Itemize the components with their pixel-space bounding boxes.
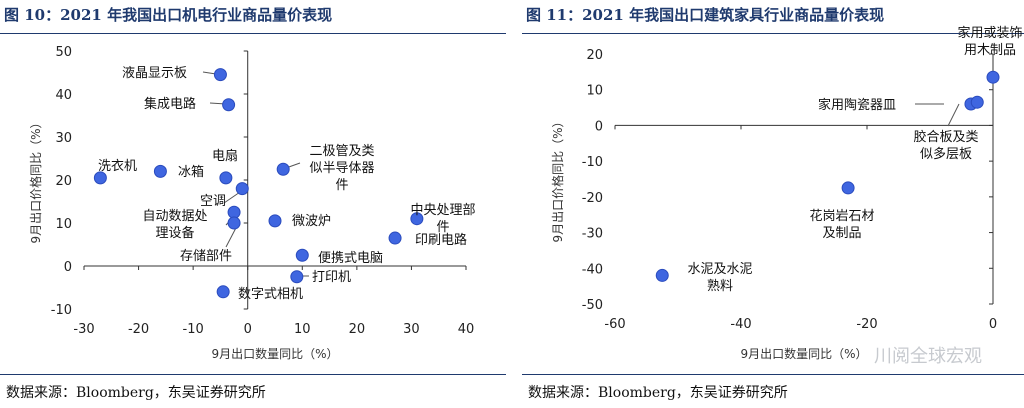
x-axis-label: 9月出口数量同比（%） [211,346,338,361]
x-tick-label: -40 [730,317,751,332]
y-tick-label: -40 [582,262,603,277]
x-tick-label: 30 [403,322,420,337]
scatter-plot-right: -60 -40 -20 0 -50 -40 -30 -20 -10 0 10 20 9月出口数量同比（%… [550,25,1023,361]
source-note: 数据来源：Bloomberg，东吴证券研究所 [528,385,788,401]
x-tick-label: 40 [458,322,475,337]
data-point [227,216,241,230]
y-tick-label: -20 [582,191,603,206]
source-note: 数据来源：Bloomberg，东吴证券研究所 [6,385,266,401]
data-point [276,162,290,176]
point-label: 洗衣机 [98,158,137,174]
y-tick-label: 0 [64,260,72,275]
y-axis-label: 9月出口价格同比（%） [550,115,565,242]
right-chart-panel: 图 11：2021 年我国出口建筑家具行业商品量价表现 -60 -40 -20 0 -5… [522,0,1024,408]
x-axis-label: 9月出口数量同比（%） [740,346,867,361]
point-label: 件 [436,220,449,235]
data-point [153,164,167,178]
point-label: 集成电路 [144,96,196,112]
y-tick-label: 50 [55,45,72,60]
data-point [213,68,227,82]
point-label: 花岗岩石材 [809,208,874,224]
point-label: 理设备 [155,225,194,241]
point-label: 存储部件 [180,249,232,264]
data-point [295,248,309,262]
data-point [93,171,107,185]
x-tick-label: 0 [244,322,252,337]
data-point [655,268,669,282]
x-tick-label: 10 [294,322,311,337]
point-label: 中央处理部 [410,203,475,218]
point-label: 用木制品 [964,43,1016,58]
x-tick-label: 20 [349,322,366,337]
data-point [970,95,984,109]
y-tick-label: 10 [586,84,603,99]
source-rule [522,374,1024,375]
point-label: 及制品 [822,226,861,241]
point-label: 冰箱 [178,164,204,180]
point-label: 熟料 [707,278,733,294]
data-point [235,182,249,196]
point-label: 便携式电脑 [318,250,383,266]
point-label: 印刷电路 [415,232,467,248]
title-rule [522,33,1024,34]
source-rule [0,374,506,375]
y-tick-label: 20 [586,48,603,63]
y-tick-label: 0 [595,119,603,134]
point-label: 家用或装饰 [957,25,1022,41]
leader-line [947,103,960,127]
point-label: 液晶显示板 [122,66,187,81]
point-label: 自动数据处 [142,209,207,224]
y-tick-label: 40 [55,88,72,103]
x-tick-label: -10 [183,322,204,337]
point-label: 件 [335,178,348,193]
y-tick-label: 10 [55,217,72,232]
scatter-plot-left: -30 -20 -10 0 10 20 30 40 -10 0 10 20 30 40 50 9月出口数量同比… [28,45,476,361]
watermark: 川阅全球宏观 [874,346,982,367]
data-point [841,181,855,195]
y-tick-label: 30 [55,131,72,146]
y-tick-label: 20 [55,174,72,189]
point-label: 数字式相机 [238,287,303,302]
x-tick-label: -30 [73,322,94,337]
point-label: 家用陶瓷器皿 [818,97,896,113]
data-point [986,70,1000,84]
point-label: 微波炉 [292,214,331,229]
data-point [222,98,236,112]
data-point [268,214,282,228]
y-tick-label: -10 [51,303,72,318]
data-point [388,231,402,245]
point-label: 水泥及水泥 [687,262,752,277]
point-label: 似多层板 [920,146,972,162]
y-tick-label: -30 [582,227,603,242]
chart-title: 图 11：2021 年我国出口建筑家具行业商品量价表现 [526,6,885,24]
data-point [290,270,304,284]
data-point [219,171,233,185]
x-tick-label: -20 [128,322,149,337]
x-tick-label: -20 [856,317,877,332]
point-label: 胶合板及类 [913,129,978,145]
data-point [227,205,241,219]
point-label: 打印机 [312,270,351,285]
point-label: 二极管及类 [309,144,374,159]
y-tick-label: -10 [582,155,603,170]
leader-line [202,71,217,75]
point-label: 电扇 [212,148,238,164]
title-rule [0,33,506,34]
y-axis-label: 9月出口价格同比（%） [28,116,43,243]
x-tick-label: -60 [604,317,625,332]
left-chart-panel: 图 10：2021 年我国出口机电行业商品量价表现 -30 -20 -10 0 10 20… [0,0,506,408]
chart-title: 图 10：2021 年我国出口机电行业商品量价表现 [4,6,333,24]
y-tick-label: -50 [582,298,603,313]
x-tick-label: 0 [989,317,997,332]
point-label: 似半导体器 [309,161,374,176]
data-point [410,212,424,226]
data-point [216,285,230,299]
point-label: 空调 [200,194,226,209]
